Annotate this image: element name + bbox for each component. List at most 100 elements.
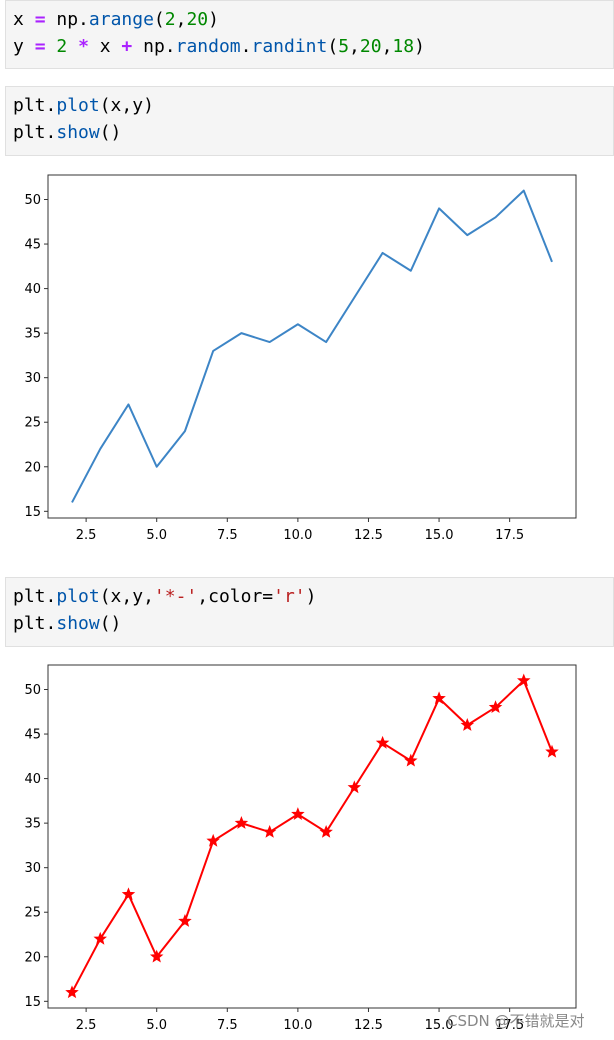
x-tick-label: 2.5 — [76, 528, 97, 543]
y-tick-label: 35 — [24, 817, 41, 832]
code-line: plt.show() — [13, 119, 613, 146]
code-token: ) — [414, 36, 425, 57]
code-token: , — [175, 9, 187, 30]
plot-frame — [47, 174, 577, 519]
code-token: x — [13, 9, 35, 30]
y-tick-label: 35 — [24, 327, 41, 342]
x-tick-label: 5.0 — [146, 1018, 167, 1033]
x-tick-label: 2.5 — [76, 1018, 97, 1033]
data-point-star — [432, 691, 446, 705]
data-point-star — [375, 735, 390, 749]
y-tick-label: 30 — [24, 861, 41, 876]
code-token: random — [175, 36, 241, 57]
code-line: plt.plot(x,y) — [13, 92, 613, 119]
code-token: ) — [208, 9, 219, 30]
code-token: show — [56, 613, 100, 634]
y-tick-label: 45 — [24, 238, 41, 253]
code-token: , — [381, 36, 393, 57]
data-point-star — [93, 931, 107, 945]
code-token — [46, 36, 57, 57]
code-token: plt. — [13, 122, 57, 143]
data-point-star — [262, 824, 277, 838]
code-token: 20 — [359, 36, 382, 57]
code-line: y = 2 * x + np.random.randint(5,20,18) — [13, 33, 613, 60]
y-tick-label: 20 — [24, 460, 41, 475]
code-line: plt.plot(x,y,'*-',color='r') — [13, 583, 613, 610]
data-point-star — [121, 887, 136, 901]
data-point-star — [347, 780, 362, 794]
code-token: () — [99, 122, 122, 143]
code-token: 'r' — [273, 586, 306, 607]
code-token: 5 — [338, 36, 350, 57]
code-token — [67, 36, 78, 57]
y-tick-label: 25 — [24, 906, 41, 921]
x-tick-label: 7.5 — [217, 1018, 238, 1033]
code-token: plt. — [13, 95, 57, 116]
code-editor-1[interactable]: x = np.arange(2,20) y = 2 * x + np.random… — [6, 1, 613, 60]
data-point-star — [206, 833, 220, 847]
code-token: plot — [56, 95, 100, 116]
code-token: y — [13, 36, 35, 57]
x-tick-label: 12.5 — [354, 528, 383, 543]
code-token: (x,y, — [99, 586, 154, 607]
code-token: ,color= — [197, 586, 274, 607]
code-token: x — [88, 36, 122, 57]
code-token: , — [349, 36, 360, 57]
code-token: (x,y) — [99, 95, 154, 116]
y-tick-label: 20 — [24, 950, 41, 965]
code-token: = — [34, 9, 46, 30]
data-point-star — [65, 985, 79, 999]
code-token: plt. — [13, 586, 57, 607]
code-token: () — [99, 613, 122, 634]
code-editor-2[interactable]: plt.plot(x,y) plt.show() — [6, 87, 613, 146]
y-tick-label: 40 — [24, 282, 41, 297]
code-token: plot — [56, 586, 100, 607]
plot-frame — [47, 664, 577, 1009]
code-token: = — [34, 36, 46, 57]
code-token: show — [56, 122, 100, 143]
code-editor-3[interactable]: plt.plot(x,y,'*-',color='r') plt.show() — [6, 578, 613, 637]
code-token: '*-' — [153, 586, 198, 607]
code-cell-3[interactable]: plt.plot(x,y,'*-',color='r') plt.show() — [5, 577, 614, 647]
x-tick-label: 15.0 — [425, 1018, 454, 1033]
y-tick-label: 15 — [24, 995, 41, 1010]
code-token: 18 — [392, 36, 415, 57]
code-cell-2[interactable]: plt.plot(x,y) plt.show() — [5, 86, 614, 156]
code-token: ) — [305, 586, 317, 607]
code-cell-1[interactable]: x = np.arange(2,20) y = 2 * x + np.random… — [5, 0, 614, 69]
code-line: x = np.arange(2,20) — [13, 6, 613, 33]
line-plot-2-star-markers: 15 20 25 30 35 40 45 50 2.5 5.0 7.5 10.0 12.5 15.0 17.… — [24, 664, 577, 1033]
series-line — [71, 189, 553, 503]
data-point-star — [488, 700, 503, 714]
code-token: plt. — [13, 613, 57, 634]
code-token: 2 — [164, 9, 176, 30]
code-token: ( — [327, 36, 339, 57]
y-tick-label: 50 — [24, 683, 41, 698]
y-tick-label: 45 — [24, 728, 41, 743]
code-token: arange — [88, 9, 154, 30]
data-point-star — [319, 824, 333, 838]
x-tick-label: 10.0 — [283, 1018, 312, 1033]
code-token: * — [78, 36, 89, 57]
code-token: + — [121, 36, 133, 57]
data-point-star — [149, 949, 164, 963]
code-token: randint — [251, 36, 328, 57]
y-tick-label: 50 — [24, 193, 41, 208]
x-tick-label: 17.5 — [495, 528, 524, 543]
x-tick-label: 15.0 — [425, 528, 454, 543]
data-point-star — [545, 744, 559, 758]
code-token: 20 — [186, 9, 209, 30]
x-tick-label: 10.0 — [283, 528, 312, 543]
data-point-star — [404, 753, 418, 767]
data-point-star — [234, 816, 249, 829]
code-token: ( — [153, 9, 165, 30]
data-point-star — [291, 807, 305, 820]
data-point-star — [178, 914, 192, 927]
y-tick-label: 40 — [24, 772, 41, 787]
code-token: np. — [132, 36, 176, 57]
code-token: . — [240, 36, 252, 57]
x-tick-label: 17.5 — [495, 1018, 524, 1033]
x-tick-label: 5.0 — [146, 528, 167, 543]
code-token: np. — [45, 9, 89, 30]
code-line: plt.show() — [13, 610, 613, 637]
